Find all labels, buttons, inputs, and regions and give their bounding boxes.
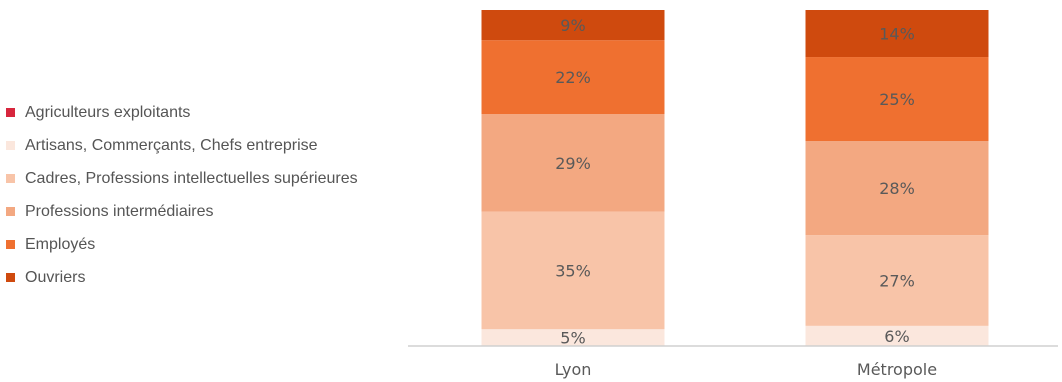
data-label: 22%: [555, 68, 591, 87]
legend-swatch: [6, 207, 15, 216]
legend-swatch: [6, 273, 15, 282]
legend-label: Employés: [25, 235, 96, 253]
legend: Agriculteurs exploitants Artisans, Commer…: [6, 96, 358, 294]
legend-item: Cadres, Professions intellectuelles supé…: [6, 162, 358, 195]
legend-swatch: [6, 141, 15, 150]
data-label: 25%: [879, 90, 915, 109]
data-label: 27%: [879, 271, 915, 290]
bar-segment: [805, 141, 989, 236]
bar-segment: [805, 235, 989, 326]
data-label: 35%: [555, 261, 591, 280]
bar-segment: [481, 211, 665, 330]
legend-label: Cadres, Professions intellectuelles supé…: [25, 169, 358, 187]
legend-swatch: [6, 174, 15, 183]
legend-swatch: [6, 108, 15, 117]
bar-segment: [481, 114, 665, 212]
legend-label: Professions intermédiaires: [25, 202, 214, 220]
data-label: 5%: [560, 329, 585, 348]
data-label: 28%: [879, 179, 915, 198]
category-label: Lyon: [555, 360, 592, 379]
data-label: 14%: [879, 25, 915, 44]
data-label: 9%: [560, 16, 585, 35]
bar-segment: [805, 57, 989, 142]
legend-item: Artisans, Commerçants, Chefs entreprise: [6, 129, 358, 162]
legend-item: Professions intermédiaires: [6, 195, 358, 228]
legend-label: Artisans, Commerçants, Chefs entreprise: [25, 136, 318, 154]
data-label: 6%: [884, 327, 909, 346]
legend-label: Ouvriers: [25, 268, 86, 286]
bar-segment: [481, 10, 665, 41]
bar-segment: [481, 40, 665, 115]
bar-segment: [805, 325, 989, 346]
legend-swatch: [6, 240, 15, 249]
legend-item: Agriculteurs exploitants: [6, 96, 358, 129]
legend-item: Employés: [6, 228, 358, 261]
bar-segment: [805, 10, 989, 58]
legend-item: Ouvriers: [6, 261, 358, 294]
category-labels: Lyon Métropole: [555, 360, 938, 379]
bars-group: 5% 35% 29% 22% 9% 6% 27% 28% 25% 14%: [481, 10, 989, 348]
legend-label: Agriculteurs exploitants: [25, 103, 191, 121]
category-label: Métropole: [857, 360, 937, 379]
data-label: 29%: [555, 154, 591, 173]
bar-segment: [481, 329, 665, 346]
